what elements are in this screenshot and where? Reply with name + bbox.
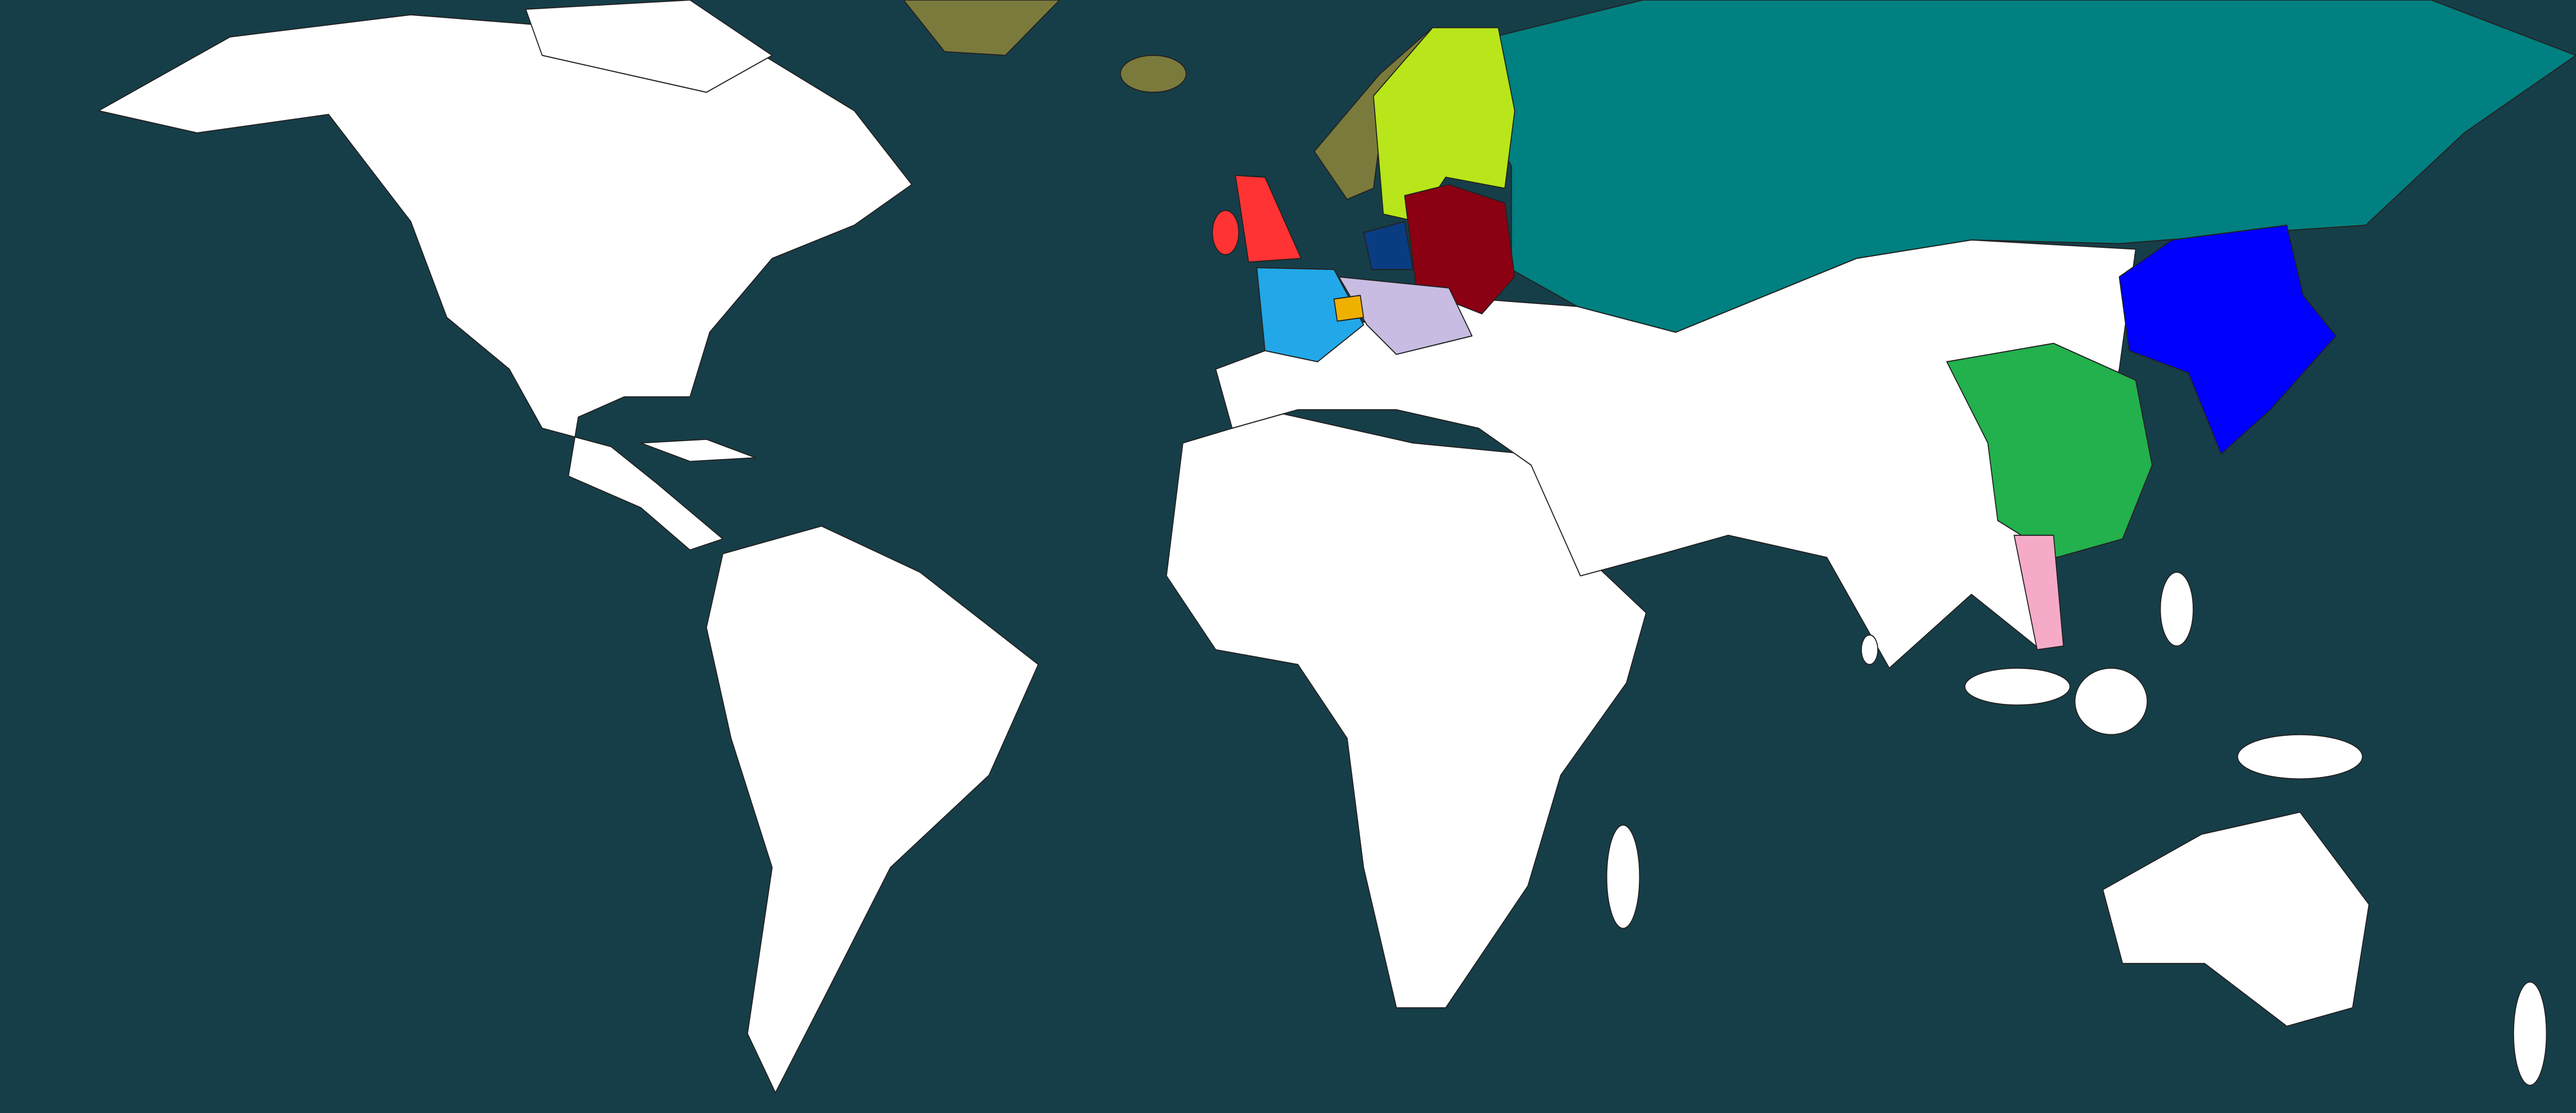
australia[interactable] — [2102, 812, 2370, 1027]
navy-state[interactable] — [1363, 221, 1414, 271]
new-zealand[interactable] — [2513, 981, 2547, 1086]
ireland[interactable] — [1212, 210, 1240, 256]
africa[interactable] — [1166, 413, 1647, 1008]
south-america[interactable] — [706, 525, 1039, 1093]
france[interactable] — [1256, 267, 1364, 363]
arctic-islands[interactable] — [525, 0, 773, 93]
philippines[interactable] — [2160, 571, 2194, 647]
vietnam[interactable] — [2013, 534, 2064, 650]
new-guinea[interactable] — [2237, 734, 2363, 780]
china[interactable] — [1946, 343, 2153, 558]
switzerland[interactable] — [1333, 295, 1364, 322]
sweden-finland[interactable] — [1372, 27, 1516, 222]
sumatra[interactable] — [1964, 667, 2071, 706]
caribbean[interactable] — [640, 439, 756, 462]
madagascar[interactable] — [1606, 824, 1640, 929]
greenland[interactable] — [903, 0, 1060, 56]
sri-lanka[interactable] — [1860, 634, 1878, 665]
manchuria-korea-japan[interactable] — [2119, 224, 2337, 455]
iceland[interactable] — [1120, 55, 1187, 93]
british-isles[interactable] — [1235, 175, 1302, 263]
land-layer — [98, 0, 2576, 1093]
borneo[interactable] — [2074, 667, 2148, 735]
russia[interactable] — [1478, 0, 2576, 333]
